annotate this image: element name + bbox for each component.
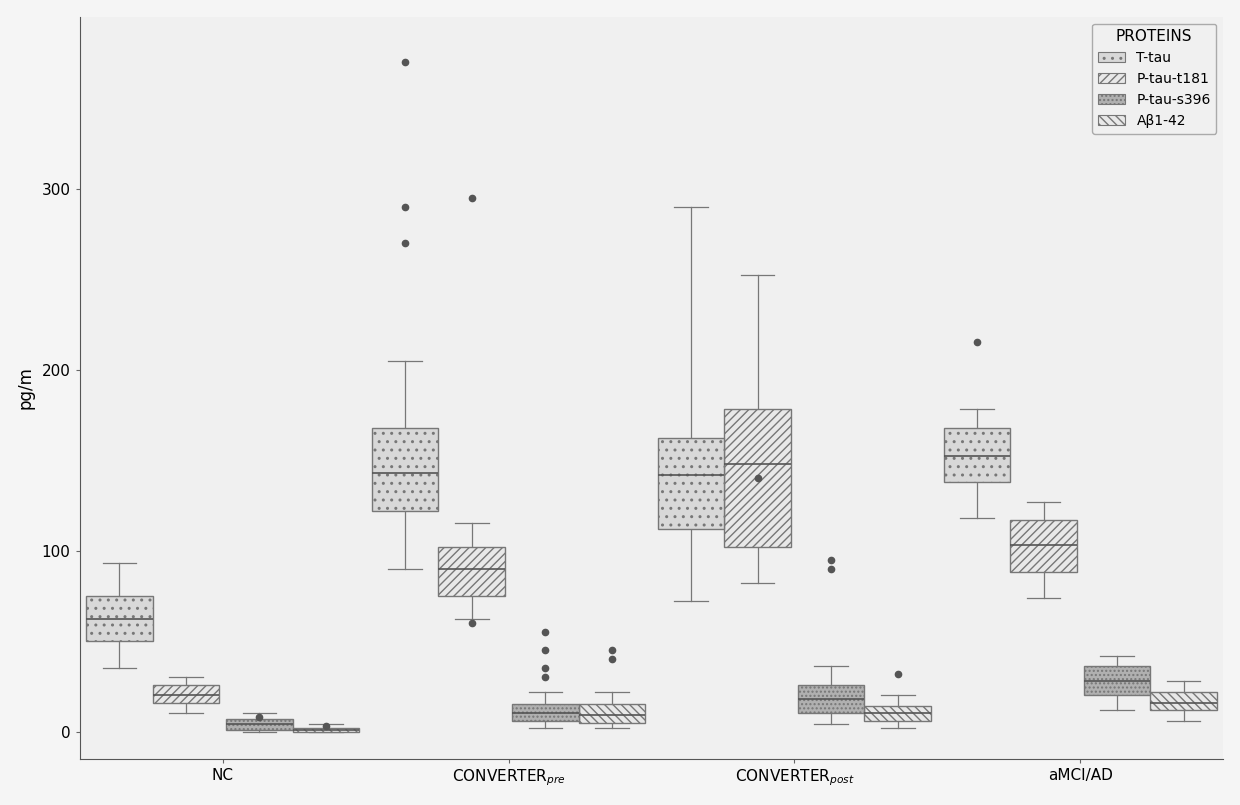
PathPatch shape bbox=[1011, 520, 1078, 572]
PathPatch shape bbox=[439, 547, 505, 596]
PathPatch shape bbox=[293, 728, 360, 732]
PathPatch shape bbox=[512, 704, 579, 720]
PathPatch shape bbox=[579, 704, 645, 723]
PathPatch shape bbox=[657, 439, 724, 529]
PathPatch shape bbox=[1084, 667, 1151, 696]
PathPatch shape bbox=[153, 684, 219, 703]
Legend: T-tau, P-tau-t181, P-tau-s396, Aβ1-42: T-tau, P-tau-t181, P-tau-s396, Aβ1-42 bbox=[1092, 23, 1216, 134]
PathPatch shape bbox=[226, 719, 293, 730]
PathPatch shape bbox=[797, 684, 864, 713]
PathPatch shape bbox=[944, 427, 1011, 482]
PathPatch shape bbox=[724, 410, 791, 547]
Y-axis label: pg/m: pg/m bbox=[16, 366, 35, 409]
PathPatch shape bbox=[1151, 691, 1218, 710]
PathPatch shape bbox=[372, 427, 439, 510]
PathPatch shape bbox=[86, 596, 153, 641]
PathPatch shape bbox=[864, 706, 931, 720]
